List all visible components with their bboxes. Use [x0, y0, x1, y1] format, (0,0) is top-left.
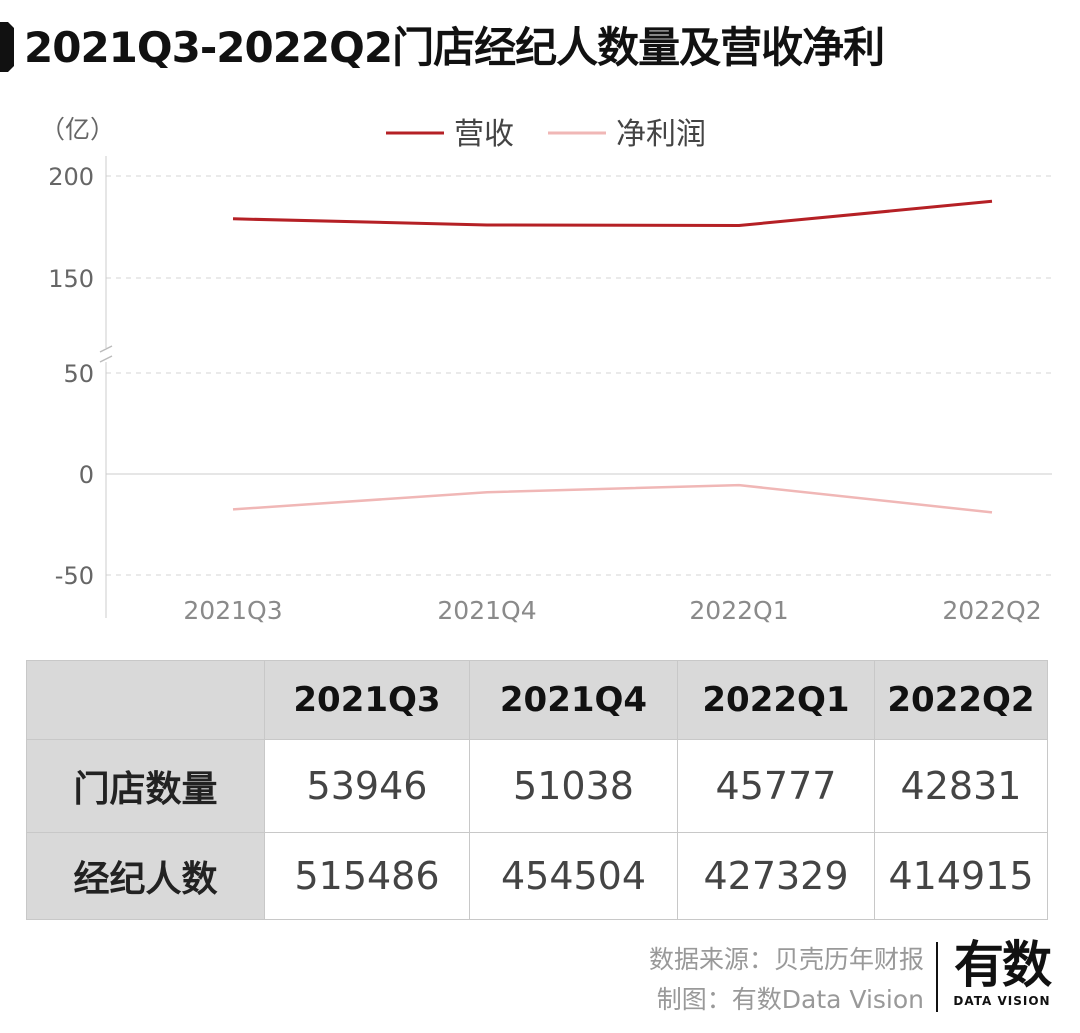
footer: 数据来源：贝壳历年财报 制图：有数Data Vision [649, 940, 924, 1020]
brand-divider [936, 942, 938, 1012]
data-table: 2021Q3 2021Q4 2022Q1 2022Q2 门店数量 53946 5… [26, 660, 1048, 920]
brand-logo: 有数 DATA VISION [950, 936, 1054, 1008]
row-label: 门店数量 [26, 739, 265, 833]
net-profit-line [232, 483, 993, 514]
data-source: 数据来源：贝壳历年财报 [648, 945, 924, 974]
table-header-cell: 2022Q2 [874, 660, 1048, 740]
row-label: 经纪人数 [26, 832, 265, 920]
x-tick-label: 2022Q1 [689, 596, 788, 625]
table-cell: 42831 [874, 739, 1048, 833]
table-cell: 414915 [874, 832, 1048, 920]
x-tick-label: 2022Q2 [942, 596, 1041, 625]
table-cell: 51038 [469, 739, 678, 833]
x-tick-label: 2021Q3 [183, 596, 282, 625]
y-tick-label: 50 [63, 360, 94, 388]
y-tick-label: -50 [55, 562, 94, 590]
y-axis-unit: （亿） [40, 115, 115, 144]
table-cell: 53946 [264, 739, 470, 833]
y-tick-label: 200 [48, 163, 94, 191]
legend-label: 营收 [454, 117, 514, 152]
brand-tagline: DATA VISION [953, 994, 1051, 1008]
table-header-cell: 2021Q4 [469, 660, 678, 740]
table-row-agents: 经纪人数 515486 454504 427329 414915 [26, 832, 1048, 920]
table-header-cell: 2021Q3 [264, 660, 470, 740]
line-chart: 200 150 50 0 -50 2021Q3 2021Q4 2022Q1 2022Q2 营收… [40, 115, 1052, 625]
table-cell: 45777 [677, 739, 875, 833]
revenue-line [232, 199, 993, 227]
table-row-stores: 门店数量 53946 51038 45777 42831 [26, 739, 1048, 833]
table-header-row: 2021Q3 2021Q4 2022Q1 2022Q2 [26, 660, 1048, 740]
x-tick-label: 2021Q4 [437, 596, 536, 625]
y-tick-label: 150 [48, 265, 94, 293]
made-by: 制图：有数Data Vision [656, 985, 924, 1014]
table-header-corner [26, 660, 265, 740]
table-cell: 427329 [677, 832, 875, 920]
title-accent-bar [0, 22, 14, 72]
page-title: 2021Q3-2022Q2门店经纪人数量及营收净利 [24, 23, 885, 72]
y-tick-label: 0 [79, 461, 94, 489]
brand-name: 有数 [954, 936, 1052, 994]
legend-label: 净利润 [616, 117, 706, 152]
table-cell: 454504 [469, 832, 678, 920]
table-header-cell: 2022Q1 [677, 660, 875, 740]
table-cell: 515486 [264, 832, 470, 920]
axis-break-mark [99, 345, 113, 363]
